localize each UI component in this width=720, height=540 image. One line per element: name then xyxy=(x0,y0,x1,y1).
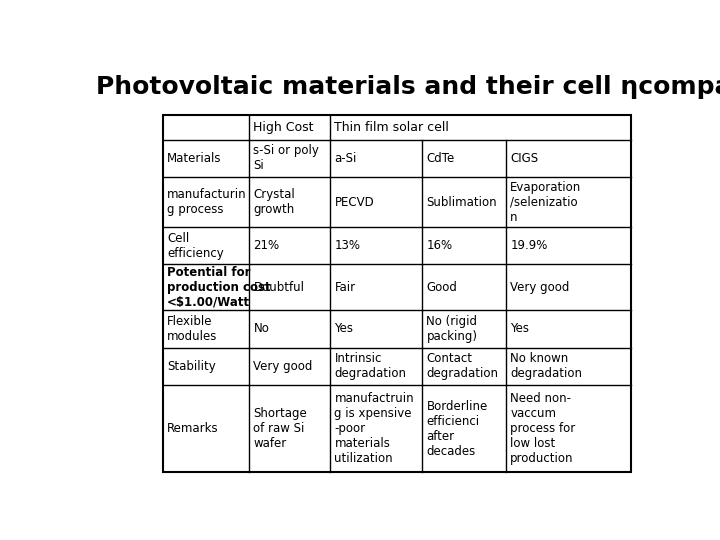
Text: 16%: 16% xyxy=(426,239,453,252)
Text: 19.9%: 19.9% xyxy=(510,239,547,252)
Text: 21%: 21% xyxy=(253,239,279,252)
Text: Borderline
efficienci
after
decades: Borderline efficienci after decades xyxy=(426,400,487,457)
Text: No: No xyxy=(253,322,269,335)
Text: Cell
efficiency: Cell efficiency xyxy=(167,232,224,260)
Text: Thin film solar cell: Thin film solar cell xyxy=(334,120,449,134)
Text: PECVD: PECVD xyxy=(334,195,374,208)
Text: High Cost: High Cost xyxy=(253,120,314,134)
Text: Good: Good xyxy=(426,281,457,294)
Text: No (rigid
packing): No (rigid packing) xyxy=(426,315,477,343)
Text: Intrinsic
degradation: Intrinsic degradation xyxy=(334,352,406,380)
Text: Need non-
vaccum
process for
low lost
production: Need non- vaccum process for low lost pr… xyxy=(510,392,575,465)
Text: Stability: Stability xyxy=(167,360,216,373)
Text: Photovoltaic materials and their cell ηcomparison: Photovoltaic materials and their cell ηc… xyxy=(96,75,720,99)
Text: Very good: Very good xyxy=(510,281,570,294)
Text: No known
degradation: No known degradation xyxy=(510,352,582,380)
Text: a-Si: a-Si xyxy=(334,152,357,165)
Text: Doubtful: Doubtful xyxy=(253,281,305,294)
Text: Evaporation
/selenizatio
n: Evaporation /selenizatio n xyxy=(510,180,582,224)
Text: 13%: 13% xyxy=(334,239,361,252)
Text: Crystal
growth: Crystal growth xyxy=(253,188,295,216)
Text: Contact
degradation: Contact degradation xyxy=(426,352,498,380)
Text: Fair: Fair xyxy=(334,281,356,294)
Text: Flexible
modules: Flexible modules xyxy=(167,315,217,343)
Text: manufacturin
g process: manufacturin g process xyxy=(167,188,247,216)
Text: CIGS: CIGS xyxy=(510,152,539,165)
Text: Yes: Yes xyxy=(510,322,529,335)
Text: s-Si or poly
Si: s-Si or poly Si xyxy=(253,144,320,172)
Text: Very good: Very good xyxy=(253,360,313,373)
Text: CdTe: CdTe xyxy=(426,152,455,165)
Text: Remarks: Remarks xyxy=(167,422,219,435)
Text: Potential for
production cost
<$1.00/Watt: Potential for production cost <$1.00/Wat… xyxy=(167,266,271,309)
Text: Shortage
of raw Si
wafer: Shortage of raw Si wafer xyxy=(253,407,307,450)
Text: manufactruin
g is xpensive
-poor
materials
utilization: manufactruin g is xpensive -poor materia… xyxy=(334,392,414,465)
Text: Materials: Materials xyxy=(167,152,222,165)
Text: Sublimation: Sublimation xyxy=(426,195,497,208)
Text: Yes: Yes xyxy=(334,322,354,335)
